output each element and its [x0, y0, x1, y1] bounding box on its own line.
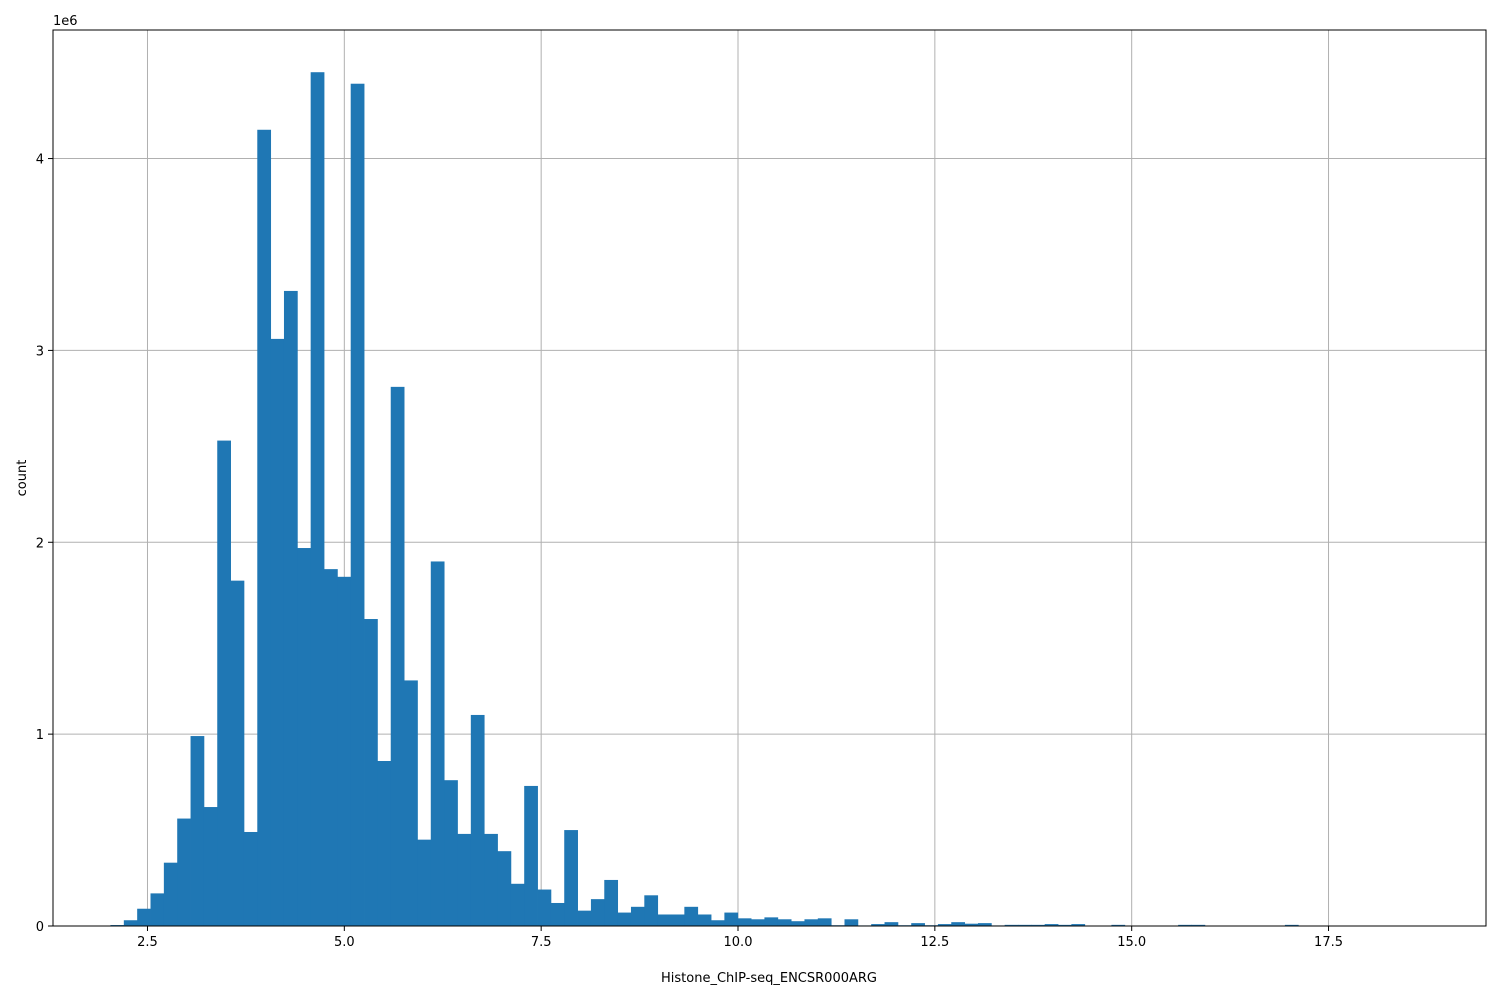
- histogram-bar: [444, 780, 458, 926]
- histogram-bar: [550, 902, 565, 926]
- histogram-bar: [497, 851, 512, 926]
- x-tick-label: 2.5: [137, 935, 158, 950]
- histogram-bar: [510, 883, 525, 926]
- histogram-bar: [697, 914, 712, 926]
- histogram-bar: [417, 839, 432, 926]
- histogram-bar: [364, 619, 378, 926]
- histogram-bar: [804, 919, 819, 926]
- y-tick-label: 0: [36, 920, 44, 935]
- x-tick-label: 17.5: [1314, 935, 1343, 950]
- histogram-bar: [1284, 924, 1299, 926]
- histogram-bar: [657, 914, 672, 926]
- histogram-bar: [911, 923, 925, 926]
- histogram-bar: [724, 912, 739, 926]
- histogram-bar: [564, 830, 578, 926]
- x-tick-label: 15.0: [1117, 935, 1146, 950]
- histogram-bar: [751, 919, 765, 926]
- histogram-bar: [283, 290, 298, 927]
- plot-frame: [52, 29, 1487, 927]
- histogram-bar: [844, 919, 859, 926]
- histogram-bar: [324, 569, 338, 926]
- histogram-bar: [1111, 924, 1126, 926]
- histogram-bar: [937, 924, 952, 926]
- histogram-bar: [817, 918, 832, 926]
- histogram-bar: [1058, 924, 1072, 926]
- histogram-bar: [123, 920, 138, 926]
- histogram-bar: [1031, 924, 1046, 926]
- histogram-bar: [150, 893, 165, 926]
- histogram-bar: [484, 833, 498, 926]
- histogram-bar: [270, 338, 285, 926]
- y-tick-label: 4: [36, 153, 44, 168]
- histogram-bar: [644, 895, 659, 926]
- x-axis-ticks: 2.5 5.0 7.5 10.0 12.5 15.0 17.5: [137, 926, 1343, 950]
- histogram-bar: [884, 922, 899, 926]
- histogram-bar: [764, 917, 779, 926]
- histogram-bar: [137, 908, 151, 926]
- y-axis-ticks: 0 1 2 3 4: [36, 153, 53, 935]
- y-axis-label: count: [15, 460, 30, 497]
- histogram-bar: [203, 807, 218, 926]
- histogram-bar: [470, 714, 485, 926]
- histogram-bar: [177, 818, 191, 926]
- histogram-bar: [243, 831, 258, 926]
- histogram-bar: [590, 899, 605, 926]
- x-axis-label: Histone_ChIP-seq_ENCSR000ARG: [661, 971, 877, 986]
- histogram-bar: [537, 889, 552, 926]
- histogram-bar: [297, 548, 312, 926]
- histogram-bar: [230, 580, 245, 926]
- histogram-bar: [1178, 924, 1192, 926]
- histogram-bar: [1017, 924, 1032, 926]
- histogram-bar: [977, 923, 992, 926]
- histogram-bar: [791, 921, 805, 926]
- histogram-bar: [577, 910, 592, 926]
- histogram-bar: [684, 906, 699, 926]
- histogram-bar: [1044, 924, 1059, 926]
- histogram-bar: [604, 879, 619, 926]
- y-tick-label: 2: [36, 536, 44, 551]
- histogram-bar: [310, 72, 325, 927]
- histogram-bar: [1191, 924, 1206, 926]
- histogram-bar: [964, 923, 979, 926]
- x-tick-label: 10.0: [724, 935, 753, 950]
- histogram-bar: [630, 906, 645, 926]
- histogram-bars: [110, 72, 1312, 927]
- histogram-bar: [617, 912, 632, 926]
- histogram-bar: [404, 680, 418, 926]
- histogram-bar: [337, 576, 352, 926]
- histogram-bar: [1071, 924, 1086, 926]
- histogram-bar: [671, 914, 685, 926]
- histogram-bar: [390, 386, 405, 926]
- histogram-bar: [871, 924, 885, 926]
- histogram-bar: [777, 919, 792, 926]
- histogram-bar: [737, 918, 752, 926]
- histogram-bar: [377, 760, 392, 926]
- y-tick-label: 1: [36, 728, 44, 743]
- histogram-bar: [350, 83, 365, 927]
- y-offset-label: 1e6: [53, 14, 78, 29]
- histogram-bar: [163, 862, 178, 926]
- x-tick-label: 7.5: [531, 935, 552, 950]
- histogram-bar: [190, 736, 205, 926]
- histogram-bar: [217, 440, 231, 926]
- histogram-bar: [257, 129, 272, 926]
- histogram-bar: [524, 785, 538, 926]
- histogram-bar: [430, 561, 445, 926]
- histogram-bar: [711, 920, 725, 926]
- x-tick-label: 12.5: [920, 935, 949, 950]
- histogram-bar: [1004, 924, 1019, 926]
- y-tick-label: 3: [36, 344, 44, 359]
- histogram-bar: [457, 833, 472, 926]
- histogram-bar: [951, 922, 966, 926]
- x-tick-label: 5.0: [334, 935, 355, 950]
